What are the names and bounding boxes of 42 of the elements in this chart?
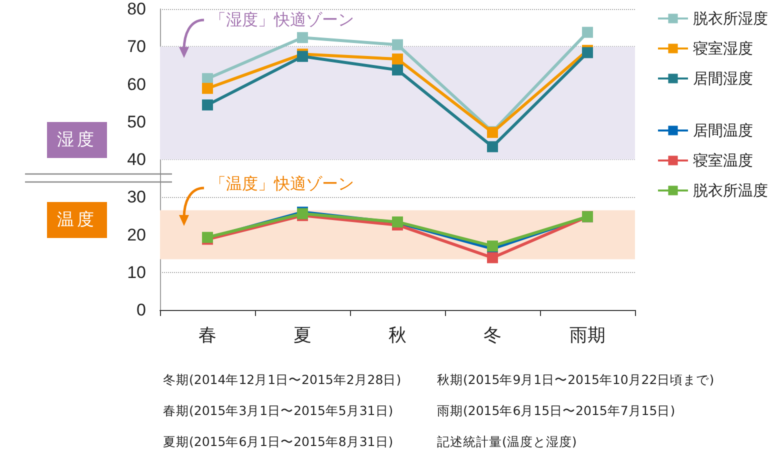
x-tick-label: 冬 <box>484 325 502 345</box>
text: 雨期(2015年6月15日〜2015年7月15日) <box>437 403 676 420</box>
text: 記述統計量(温度と湿度) <box>437 434 577 451</box>
y-tick-label: 40 <box>127 150 146 169</box>
point <box>392 54 403 65</box>
y-tick-label: 60 <box>127 74 146 94</box>
x-tick-label: 雨期 <box>570 325 606 345</box>
x-tick-label: 夏 <box>294 325 312 345</box>
legend-label: 居間温度 <box>693 122 753 140</box>
point <box>202 99 213 110</box>
point <box>297 32 308 44</box>
y-tick-label: 30 <box>127 188 146 207</box>
band-label: 「温度」快適ゾーン <box>210 174 354 193</box>
text: 温度 <box>47 202 107 238</box>
text: 湿度 <box>47 122 107 158</box>
text: 春期(2015年3月1日〜2015年5月31日) <box>163 403 394 420</box>
legend-label: 脱衣所温度 <box>693 182 768 200</box>
legend-label: 寝室湿度 <box>693 40 753 58</box>
y-tick-label: 10 <box>127 262 146 282</box>
point <box>392 39 403 50</box>
y-tick-label: 0 <box>136 300 146 320</box>
point <box>487 252 498 264</box>
legend-label: 居間湿度 <box>693 70 753 88</box>
legend-label: 脱衣所湿度 <box>693 10 768 28</box>
y-tick-label: 70 <box>127 37 146 56</box>
x-tick-label: 春 <box>198 325 216 345</box>
legend-label: 寝室温度 <box>693 152 753 170</box>
text: 秋期(2015年9月1日〜2015年10月22日頃まで) <box>437 372 714 389</box>
point <box>487 240 498 252</box>
text: 冬期(2014年12月1日〜2015年2月28日) <box>163 372 402 389</box>
text: 夏期(2015年6月1日〜2015年8月31日) <box>163 434 394 451</box>
point <box>202 73 213 84</box>
y-tick-label: 20 <box>127 225 146 244</box>
x-tick-label: 秋 <box>388 325 406 345</box>
y-tick-label: 50 <box>127 112 146 132</box>
point <box>487 141 498 152</box>
point <box>202 82 213 94</box>
y-tick-label: 80 <box>127 0 146 18</box>
point <box>392 64 403 76</box>
band-label: 「湿度」快適ゾーン <box>210 10 354 30</box>
point <box>582 47 593 58</box>
point <box>582 26 593 38</box>
